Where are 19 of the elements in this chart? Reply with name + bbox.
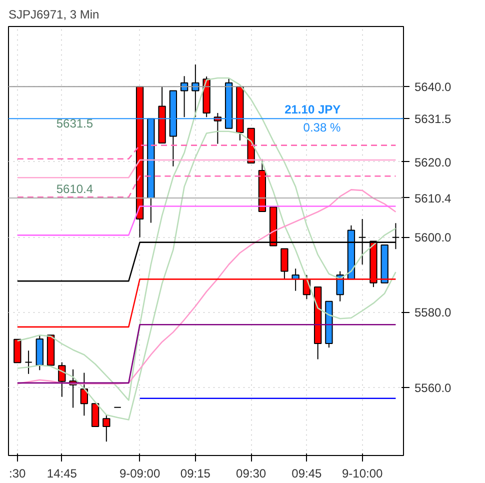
y-tick-label: 5640.0 [414,80,452,94]
x-tick-label: 9-09:00 [119,466,160,480]
x-tick-label: 9-10:00 [342,466,384,480]
annotation: 5610.4 [56,182,94,196]
x-tick-label: 09:15 [180,466,211,480]
y-tick-label: 5620.0 [414,155,452,170]
annotation: 21.10 JPY [284,102,341,117]
x-tick-label: :30 [9,466,26,480]
x-tick-label: 09:45 [292,466,322,480]
chart-title: SJPJ6971, 3 Min [8,8,100,22]
y-tick-label: 5580.0 [414,306,452,320]
x-tick-label: 14:45 [46,466,78,480]
ref-line-label: 5610.4 [414,191,452,206]
annotation: 5631.5 [56,116,94,131]
x-tick-label: 09:30 [236,466,266,480]
annotation: 0.38 % [303,120,341,135]
y-tick-label: 5600.0 [414,230,452,245]
y-tick-label: 5560.0 [414,380,452,395]
ref-line-label: 5631.5 [414,112,452,126]
